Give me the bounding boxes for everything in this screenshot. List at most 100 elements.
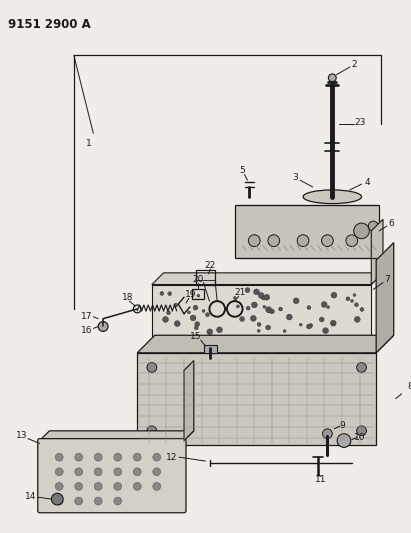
Circle shape <box>98 321 108 332</box>
Circle shape <box>147 362 157 373</box>
Circle shape <box>323 429 332 439</box>
Text: 13: 13 <box>16 431 28 440</box>
Circle shape <box>248 235 260 246</box>
Circle shape <box>354 317 360 322</box>
Circle shape <box>168 292 172 296</box>
Circle shape <box>94 497 102 505</box>
Circle shape <box>307 324 312 329</box>
Text: 15: 15 <box>190 332 201 341</box>
Text: 21: 21 <box>234 288 245 297</box>
Circle shape <box>270 309 274 314</box>
Circle shape <box>354 223 369 239</box>
Circle shape <box>368 221 378 231</box>
Circle shape <box>360 308 364 311</box>
Circle shape <box>202 310 205 312</box>
Circle shape <box>94 453 102 461</box>
Text: 14: 14 <box>25 491 37 500</box>
Circle shape <box>187 311 190 314</box>
Circle shape <box>297 235 309 246</box>
Circle shape <box>94 482 102 490</box>
Text: 10: 10 <box>354 433 365 442</box>
Circle shape <box>174 303 178 307</box>
Circle shape <box>174 321 180 327</box>
Text: 18: 18 <box>122 293 133 302</box>
Circle shape <box>332 322 335 326</box>
Circle shape <box>153 453 161 461</box>
Circle shape <box>353 294 356 296</box>
Text: 16: 16 <box>81 326 92 335</box>
Circle shape <box>309 324 313 327</box>
FancyBboxPatch shape <box>137 353 376 446</box>
Circle shape <box>331 292 337 298</box>
Circle shape <box>266 325 270 330</box>
Circle shape <box>236 305 239 308</box>
Circle shape <box>55 468 63 475</box>
Circle shape <box>354 303 358 306</box>
Circle shape <box>266 306 272 312</box>
Circle shape <box>233 296 236 300</box>
Circle shape <box>55 497 63 505</box>
Circle shape <box>357 362 367 373</box>
Circle shape <box>319 317 324 322</box>
Circle shape <box>307 305 311 310</box>
FancyBboxPatch shape <box>203 345 217 353</box>
Circle shape <box>55 453 63 461</box>
Circle shape <box>264 294 270 300</box>
Polygon shape <box>137 335 394 353</box>
Polygon shape <box>184 361 194 441</box>
Circle shape <box>321 302 327 308</box>
Circle shape <box>267 309 270 313</box>
Circle shape <box>195 322 200 327</box>
FancyBboxPatch shape <box>38 439 186 513</box>
Polygon shape <box>371 219 383 285</box>
Circle shape <box>257 329 260 332</box>
Circle shape <box>194 326 198 330</box>
Circle shape <box>133 453 141 461</box>
Circle shape <box>323 328 328 334</box>
Circle shape <box>328 74 336 82</box>
Circle shape <box>75 453 83 461</box>
Text: 4: 4 <box>365 177 370 187</box>
Text: 2: 2 <box>351 60 357 69</box>
Text: 17: 17 <box>81 312 92 321</box>
Circle shape <box>351 300 353 302</box>
Circle shape <box>217 327 222 333</box>
Text: 23: 23 <box>354 118 365 127</box>
Circle shape <box>163 317 169 322</box>
Circle shape <box>283 329 286 333</box>
Circle shape <box>147 426 157 435</box>
Circle shape <box>250 316 256 321</box>
Circle shape <box>254 289 259 295</box>
Text: 5: 5 <box>240 166 245 175</box>
Circle shape <box>279 307 282 311</box>
Circle shape <box>346 297 350 301</box>
Circle shape <box>75 468 83 475</box>
Circle shape <box>299 323 302 326</box>
Circle shape <box>114 482 122 490</box>
Circle shape <box>346 235 358 246</box>
Circle shape <box>133 468 141 475</box>
Circle shape <box>337 434 351 447</box>
Circle shape <box>321 235 333 246</box>
Circle shape <box>245 288 250 293</box>
Circle shape <box>75 482 83 490</box>
FancyBboxPatch shape <box>235 205 379 258</box>
Text: 8: 8 <box>407 383 411 391</box>
Text: 3: 3 <box>292 173 298 182</box>
Circle shape <box>357 426 367 435</box>
Circle shape <box>246 306 250 310</box>
Circle shape <box>114 468 122 475</box>
Text: 20: 20 <box>192 275 203 284</box>
Text: 9: 9 <box>339 422 345 431</box>
Polygon shape <box>40 431 194 441</box>
Text: 12: 12 <box>166 453 177 462</box>
Circle shape <box>55 482 63 490</box>
Circle shape <box>206 313 210 317</box>
Circle shape <box>114 453 122 461</box>
Text: 11: 11 <box>315 475 326 484</box>
Circle shape <box>75 497 83 505</box>
Text: 1: 1 <box>85 139 91 148</box>
Text: 22: 22 <box>205 261 216 270</box>
FancyBboxPatch shape <box>152 285 371 338</box>
Circle shape <box>207 329 213 335</box>
